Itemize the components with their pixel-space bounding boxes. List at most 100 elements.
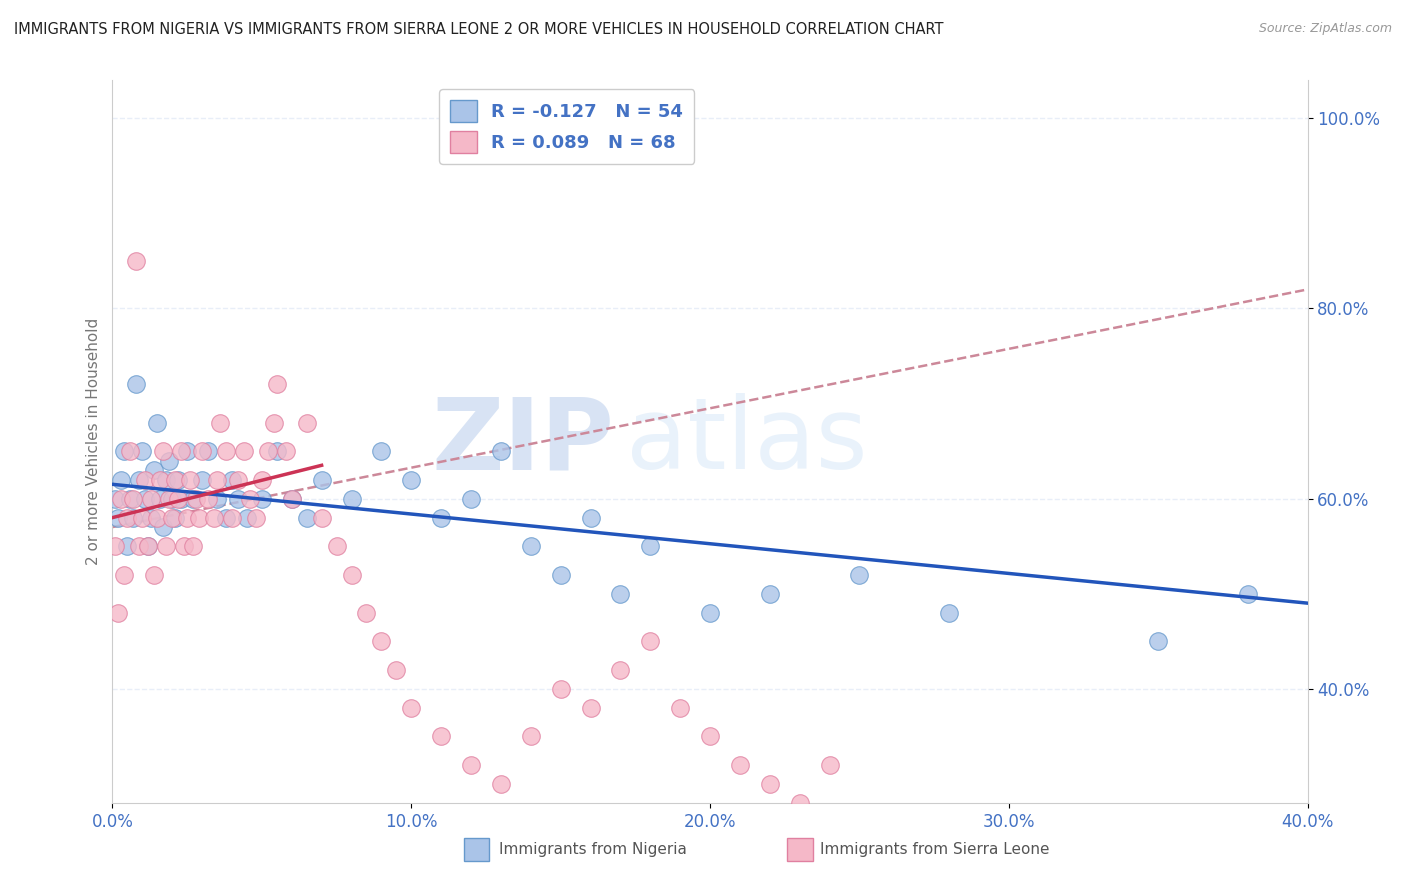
Point — [221, 510, 243, 524]
Point — [162, 491, 183, 506]
Point — [848, 567, 870, 582]
Point — [167, 473, 190, 487]
Point — [239, 491, 262, 506]
Point — [233, 444, 256, 458]
Point — [789, 796, 811, 810]
Point — [110, 491, 132, 506]
Legend: R = -0.127   N = 54, R = 0.089   N = 68: R = -0.127 N = 54, R = 0.089 N = 68 — [439, 89, 695, 164]
Text: IMMIGRANTS FROM NIGERIA VS IMMIGRANTS FROM SIERRA LEONE 2 OR MORE VEHICLES IN HO: IMMIGRANTS FROM NIGERIA VS IMMIGRANTS FR… — [14, 22, 943, 37]
Point — [107, 606, 129, 620]
Point — [120, 491, 142, 506]
Point — [205, 491, 228, 506]
Point — [141, 510, 163, 524]
Point — [430, 510, 453, 524]
Point — [370, 634, 392, 648]
Point — [176, 444, 198, 458]
Text: Immigrants from Sierra Leone: Immigrants from Sierra Leone — [820, 842, 1049, 856]
Point — [155, 539, 177, 553]
Point — [104, 539, 127, 553]
Point — [141, 491, 163, 506]
Point — [125, 377, 148, 392]
Point — [202, 510, 225, 524]
Point — [728, 757, 751, 772]
Point — [460, 757, 482, 772]
Point — [191, 444, 214, 458]
Point — [669, 700, 692, 714]
Point — [550, 681, 572, 696]
Point — [340, 491, 363, 506]
Point — [125, 254, 148, 268]
Point — [759, 777, 782, 791]
Point — [609, 663, 631, 677]
Point — [281, 491, 304, 506]
Point — [520, 729, 543, 743]
Point — [138, 539, 160, 553]
Point — [165, 510, 187, 524]
Point — [157, 491, 180, 506]
Point — [162, 510, 183, 524]
Point — [226, 473, 249, 487]
Point — [295, 416, 318, 430]
Point — [818, 757, 841, 772]
Point — [1237, 587, 1260, 601]
Point — [191, 473, 214, 487]
Point — [221, 473, 243, 487]
Point — [157, 453, 180, 467]
Point — [1147, 634, 1170, 648]
Point — [640, 539, 662, 553]
Point — [609, 587, 631, 601]
Point — [170, 491, 193, 506]
Point — [579, 510, 602, 524]
Point — [489, 444, 512, 458]
Point — [236, 510, 259, 524]
Point — [152, 444, 174, 458]
Point — [170, 444, 193, 458]
Point — [205, 473, 228, 487]
Point — [370, 444, 392, 458]
Point — [143, 463, 166, 477]
Point — [215, 510, 238, 524]
Text: atlas: atlas — [627, 393, 868, 490]
Point — [520, 539, 543, 553]
Point — [149, 473, 172, 487]
Point — [176, 510, 198, 524]
Point — [250, 473, 273, 487]
Point — [257, 444, 280, 458]
Point — [128, 473, 150, 487]
Point — [266, 377, 288, 392]
Point — [250, 491, 273, 506]
Point — [165, 473, 187, 487]
Y-axis label: 2 or more Vehicles in Household: 2 or more Vehicles in Household — [86, 318, 101, 566]
Point — [134, 473, 156, 487]
Point — [226, 491, 249, 506]
Point — [181, 491, 204, 506]
Point — [385, 663, 408, 677]
Point — [266, 444, 288, 458]
Point — [759, 587, 782, 601]
Point — [215, 444, 238, 458]
Text: ZIP: ZIP — [432, 393, 614, 490]
Point — [134, 491, 156, 506]
Point — [460, 491, 482, 506]
Point — [640, 634, 662, 648]
Point — [550, 567, 572, 582]
Point — [245, 510, 267, 524]
Point — [699, 606, 721, 620]
Point — [340, 567, 363, 582]
Point — [122, 491, 145, 506]
Point — [401, 700, 423, 714]
Point — [579, 700, 602, 714]
Point — [179, 473, 201, 487]
Point — [104, 491, 127, 506]
Point — [197, 444, 219, 458]
Point — [274, 444, 297, 458]
Point — [107, 510, 129, 524]
Point — [117, 510, 139, 524]
Point — [311, 473, 333, 487]
Point — [430, 729, 453, 743]
Point — [197, 491, 219, 506]
Point — [131, 510, 153, 524]
Point — [143, 567, 166, 582]
Point — [263, 416, 285, 430]
Point — [155, 473, 177, 487]
